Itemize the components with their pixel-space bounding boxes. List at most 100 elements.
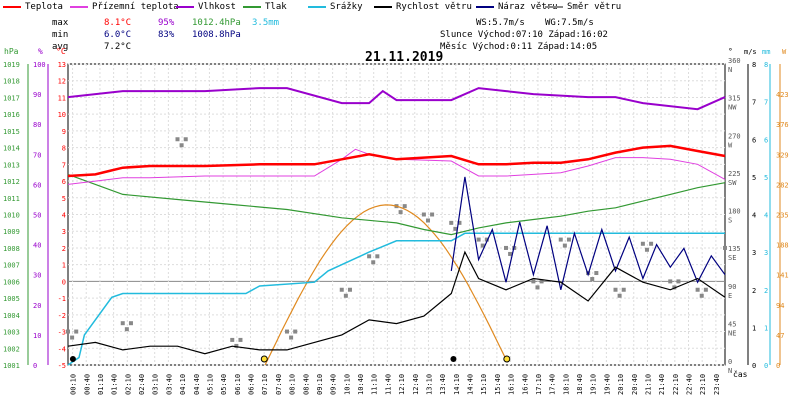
x-tick-label: 01:40: [111, 374, 119, 395]
wind-dir-point: [120, 321, 125, 326]
wind-dir-point: [128, 321, 133, 326]
temp-tick: 12: [58, 78, 66, 86]
dir-tick: 90: [728, 283, 736, 291]
stat-max-temp: 8.1°C: [104, 18, 132, 28]
x-tick-label: 23:10: [699, 374, 707, 395]
temp-tick: 4: [62, 212, 66, 220]
x-tick-label: 03:10: [152, 374, 160, 395]
x-tick-label: 20:40: [631, 374, 639, 395]
wind-dir-point: [480, 243, 485, 248]
wind-dir-point: [676, 279, 681, 284]
stat-avg-temp: 7.2°C: [104, 42, 132, 52]
wind-dir-point: [504, 245, 508, 250]
x-tick-label: 04:10: [179, 374, 187, 395]
wind-dir-point: [234, 343, 239, 348]
x-tick-label: 07:10: [261, 374, 269, 395]
pressure-tick: 1005: [3, 295, 20, 303]
temp-tick: 11: [58, 94, 66, 102]
x-tick-label: 02:10: [124, 374, 132, 395]
wind-dir-point: [649, 241, 654, 246]
x-tick-label: 09:40: [330, 374, 338, 395]
stat-min-label: min: [52, 30, 69, 40]
x-tick-label: 12:10: [398, 374, 406, 395]
pressure-tick: 1017: [3, 94, 20, 102]
wind-dir-point: [289, 335, 294, 340]
axis-label-pressure: hPa: [4, 47, 19, 56]
rain-tick: 6: [764, 136, 768, 144]
solar-tick: 0: [776, 362, 780, 370]
x-tick-label: 11:10: [371, 374, 379, 395]
dir-tick: 225: [728, 170, 741, 178]
x-axis-label: čas: [733, 369, 748, 379]
x-tick-label: 23:40: [713, 374, 721, 395]
temp-tick: 5: [62, 195, 66, 203]
rain-tick: 7: [764, 99, 768, 107]
humidity-tick: 10: [33, 332, 41, 340]
dir-tick-label: N: [728, 66, 732, 74]
wind-dir-point: [74, 329, 79, 334]
solar-tick: 47: [776, 332, 784, 340]
stat-ws: WS:5.7m/s: [476, 18, 525, 28]
pressure-tick: 1018: [3, 78, 20, 86]
x-tick-label: 08:10: [289, 374, 297, 395]
axis-label-dir: °: [728, 47, 733, 56]
rain-tick: 8: [764, 61, 768, 69]
wind-tick: 2: [752, 287, 756, 295]
wind-dir-point: [183, 137, 188, 142]
solar-tick: 376: [776, 121, 789, 129]
x-tick-label: 01:10: [97, 374, 105, 395]
wind-dir-point: [375, 254, 380, 259]
pressure-tick: 1015: [3, 128, 20, 136]
wind-tick: 3: [752, 249, 756, 257]
x-tick-label: 20:10: [617, 374, 625, 395]
wind-dir-point: [558, 237, 563, 242]
x-tick-label: 17:40: [549, 374, 557, 395]
moonrise-icon: [69, 356, 76, 362]
wind-dir-point: [398, 210, 403, 215]
x-tick-label: 13:40: [439, 374, 447, 395]
x-tick-label: 18:40: [576, 374, 584, 395]
wind-dir-point: [124, 327, 129, 332]
pressure-tick: 1008: [3, 245, 20, 253]
pressure-tick: 1019: [3, 61, 20, 69]
wind-dir-point: [70, 335, 75, 340]
dir-tick: 315: [728, 95, 741, 103]
temp-tick: 7: [62, 161, 66, 169]
stat-max-label: max: [52, 18, 69, 28]
humidity-tick: 0: [33, 362, 37, 370]
stat-wg: WG:7.5m/s: [545, 18, 594, 28]
pressure-tick: 1010: [3, 212, 20, 220]
x-tick-label: 19:10: [590, 374, 598, 395]
temp-tick: 13: [58, 61, 66, 69]
dir-tick: 180: [728, 208, 741, 216]
x-tick-label: 22:40: [686, 374, 694, 395]
wind-dir-point: [539, 279, 544, 284]
x-tick-label: 21:40: [658, 374, 666, 395]
wind-tick: 6: [752, 136, 756, 144]
series-line-rain: [67, 232, 725, 366]
pressure-tick: 1009: [3, 228, 20, 236]
solar-line: [264, 204, 507, 366]
dir-tick: 0: [728, 358, 732, 366]
wind-tick: 7: [752, 99, 756, 107]
sunset-icon: [503, 355, 511, 363]
solar-tick: 235: [776, 212, 789, 220]
pressure-tick: 1016: [3, 111, 20, 119]
wind-dir-point: [703, 287, 708, 292]
dir-tick-label: SE: [728, 254, 736, 262]
pressure-tick: 1001: [3, 362, 20, 370]
humidity-tick: 70: [33, 151, 41, 159]
series-line-pressure: [67, 173, 726, 236]
x-tick-label: 12:40: [412, 374, 420, 395]
axis-label-temp: °C: [56, 47, 66, 56]
wind-dir-point: [230, 337, 235, 342]
stat-moon: Měsíc Východ:0:11 Západ:14:05: [440, 42, 598, 52]
humidity-tick: 40: [33, 242, 41, 250]
pressure-tick: 1013: [3, 161, 20, 169]
legend-label: Směr větru: [567, 2, 622, 12]
x-tick-label: 08:40: [302, 374, 310, 395]
wind-dir-point: [371, 260, 376, 265]
legend-label: Náraz větru: [498, 2, 558, 12]
wind-dir-point: [484, 237, 489, 242]
wind-dir-point: [590, 277, 595, 282]
